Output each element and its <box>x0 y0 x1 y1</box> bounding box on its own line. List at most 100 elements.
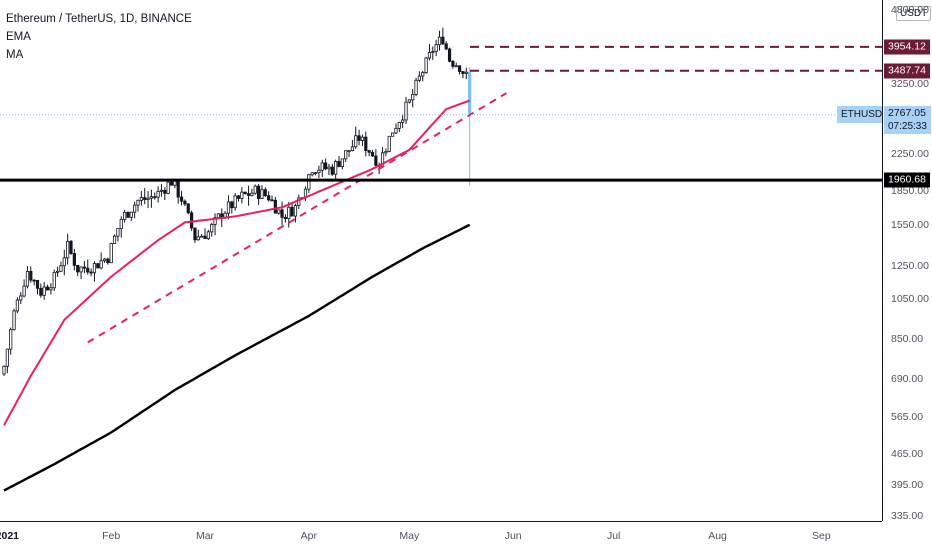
candle-body <box>240 191 244 199</box>
candle-body <box>166 181 170 194</box>
time-tick-label: Jun <box>504 530 522 542</box>
candle-body <box>280 209 284 218</box>
candle-body <box>277 209 281 214</box>
candle-body <box>9 329 13 350</box>
candle-body <box>246 193 251 196</box>
candle-body <box>176 180 180 198</box>
candle-body <box>59 265 63 272</box>
candle-body <box>404 101 408 121</box>
candle-body <box>163 189 167 194</box>
candle-body <box>216 213 220 218</box>
candle-body <box>260 189 264 199</box>
candle-body <box>183 200 187 205</box>
time-tick-label: Apr <box>300 530 318 542</box>
candle-body <box>290 206 294 217</box>
candle-body <box>79 266 83 273</box>
price-tick-label: 690.00 <box>891 372 924 385</box>
candle-body <box>256 185 261 199</box>
candle-body <box>213 217 217 225</box>
candle-body <box>447 48 452 62</box>
candle-body <box>454 65 458 68</box>
candle-body <box>310 172 314 176</box>
time-tick-label: Aug <box>708 530 727 542</box>
candle-body <box>29 271 33 281</box>
price-tick-label: 465.00 <box>891 447 924 460</box>
candle-body <box>451 60 455 67</box>
candle-body <box>106 258 110 264</box>
candle-body <box>206 231 210 240</box>
time-scale[interactable]: 2021 Feb Mar Apr May Jun Jul Aug Sep <box>0 521 882 551</box>
time-tick-label: 2021 <box>0 530 20 542</box>
candle-body <box>370 151 375 157</box>
candle-body <box>45 286 50 291</box>
candle-body <box>434 44 438 52</box>
candle-body <box>350 146 355 151</box>
candle-body <box>320 162 324 171</box>
candle-body <box>203 235 207 240</box>
candle-body <box>32 279 36 282</box>
candle-body <box>327 166 331 170</box>
price-tick-label: 395.00 <box>891 478 924 491</box>
price-tick-label: 1050.00 <box>891 292 929 305</box>
candle-body <box>414 79 418 95</box>
candle-body <box>293 205 298 217</box>
candle-body <box>22 285 26 297</box>
candle-body <box>273 199 277 214</box>
legend-ema[interactable]: EMA <box>6 31 31 43</box>
legend-ma[interactable]: MA <box>6 49 24 61</box>
candle-body <box>337 161 341 168</box>
candle-body <box>354 135 358 148</box>
candle-body <box>129 211 133 218</box>
candle-body <box>307 174 311 190</box>
candle-body <box>39 287 43 296</box>
candle-body <box>19 295 23 301</box>
candle-body <box>367 150 371 153</box>
candle-body <box>126 211 130 218</box>
current-price-value: 2767.05 <box>888 106 926 119</box>
candle-body <box>153 196 157 199</box>
trendline <box>87 92 508 344</box>
candle-body <box>5 348 9 367</box>
candle-body <box>2 365 6 375</box>
candle-body <box>159 189 164 192</box>
candle-body <box>86 267 90 273</box>
candle-body <box>461 71 465 74</box>
time-tick-label: Mar <box>195 530 215 542</box>
currency-button[interactable]: USDT <box>896 6 932 21</box>
candle-body <box>52 271 56 289</box>
candle-body <box>69 240 73 254</box>
candle-body <box>250 192 254 196</box>
price-tick-label: 4800.00 <box>891 4 929 16</box>
candle-body <box>99 260 103 269</box>
legend-title: Ethereum / TetherUS, 1D, BINANCE <box>6 13 192 25</box>
candle-body <box>76 264 80 273</box>
candle-body <box>226 201 231 214</box>
time-tick-label: Jul <box>606 530 621 542</box>
candle-body <box>444 43 448 50</box>
candle-body <box>344 150 348 160</box>
bar-countdown: 07:25:33 <box>888 120 927 132</box>
candle-body <box>149 196 153 199</box>
candle-body <box>12 310 16 330</box>
candle-body <box>407 99 411 103</box>
candle-body <box>437 36 442 46</box>
candle-body <box>56 270 60 273</box>
level-price-badge: 3487.74 <box>884 63 930 79</box>
candle-body <box>411 94 415 101</box>
candle-body <box>360 136 365 141</box>
candle-body <box>119 219 123 230</box>
level-price-badge: 1960.68 <box>884 172 930 188</box>
chart-legend: Ethereum / TetherUS, 1D, BINANCE EMA MA <box>6 10 192 64</box>
candle-body <box>15 299 20 312</box>
chart-area[interactable]: Ethereum / TetherUS, 1D, BINANCE EMA MA … <box>0 0 882 521</box>
candle-body <box>210 224 214 233</box>
candle-body <box>267 195 271 201</box>
candle-body <box>394 127 398 134</box>
candle-body <box>417 75 422 81</box>
candle-body <box>62 257 66 267</box>
chart-plot[interactable] <box>0 0 882 521</box>
price-scale[interactable]: USDT 3954.12 3487.74 1960.68 335.00 395.00 46… <box>882 0 932 522</box>
candle-body <box>143 197 147 200</box>
candle-body <box>287 206 291 220</box>
price-tick-label: 2250.00 <box>891 148 929 160</box>
